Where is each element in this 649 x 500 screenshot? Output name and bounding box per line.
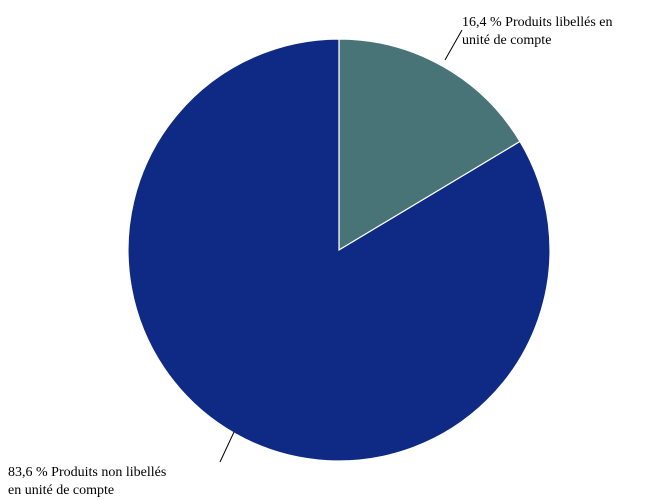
slice-label-non-unit-linked-line1: 83,6 % Produits non libellés [8,465,166,480]
slice-label-non-unit-linked: 83,6 % Produits non libellés en unité de… [8,431,235,498]
slice-label-unit-linked: 16,4 % Produits libellés en unité de com… [444,15,613,61]
slice-label-non-unit-linked-line2: en unité de compte [8,483,114,498]
slice-label-unit-linked-line2: unité de compte [462,33,551,48]
pie-slice-unit-linked [338,38,521,252]
slice-label-unit-linked-line1: 16,4 % Produits libellés en [462,15,613,30]
pie-slice-non-unit-linked [127,38,551,462]
leader-line-unit-linked [444,29,463,61]
pie-slices [127,38,551,462]
leader-line-non-unit-linked [219,431,235,463]
